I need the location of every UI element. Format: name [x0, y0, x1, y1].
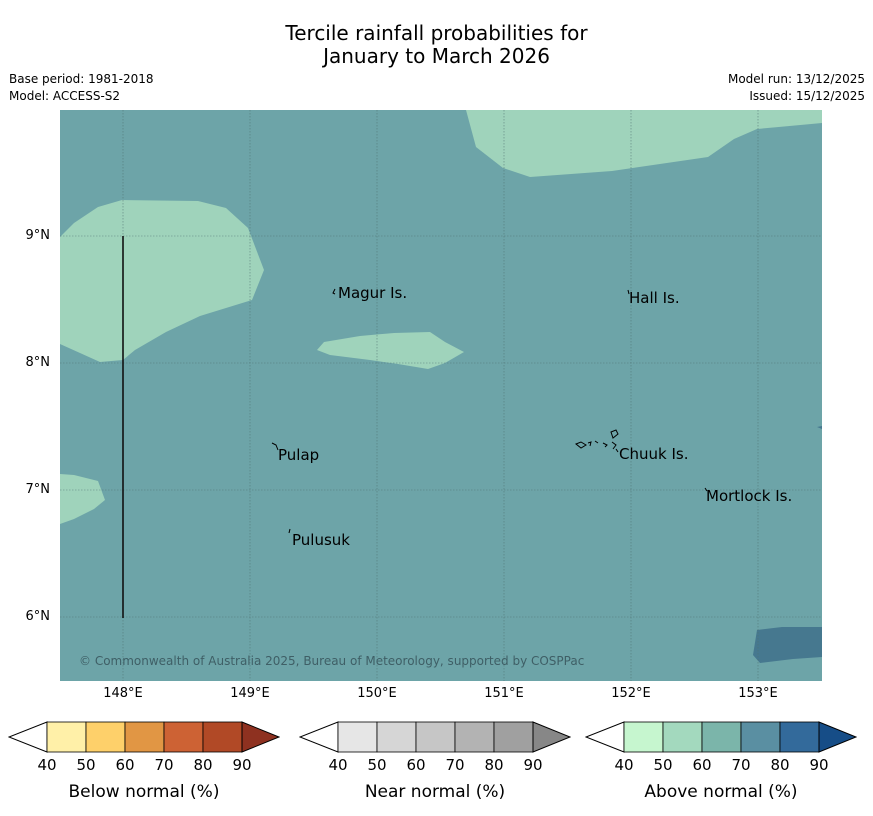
colorbar-below — [8, 721, 280, 753]
above-tick-90: 90 — [809, 756, 829, 774]
below-swatch-40-50 — [46, 721, 87, 753]
near-swatch-70-80 — [454, 721, 495, 753]
pulap-island-shape — [271, 442, 279, 451]
below-normal-title: Below normal (%) — [68, 782, 220, 802]
above-swatch-70-80 — [740, 721, 781, 753]
place-label-magur: Magur Is. — [338, 284, 407, 302]
near-normal-title: Near normal (%) — [364, 782, 506, 802]
place-label-pulap: Pulap — [278, 446, 319, 464]
near-tick-40: 40 — [328, 756, 348, 774]
lon-label-152e: 152°E — [611, 686, 651, 701]
above-60-70-region — [60, 110, 822, 681]
above-swatch-40-50 — [623, 721, 664, 753]
above-tick-60: 60 — [692, 756, 712, 774]
below-extend-high — [241, 721, 280, 753]
base-period: Base period: 1981-2018 — [9, 72, 154, 86]
lon-label-151e: 151°E — [484, 686, 524, 701]
title-line-1: Tercile rainfall probabilities for — [285, 21, 588, 45]
place-label-chuuk: Chuuk Is. — [619, 445, 688, 463]
near-tick-50: 50 — [367, 756, 387, 774]
above-swatch-50-60 — [662, 721, 703, 753]
place-label-hall: Hall Is. — [629, 289, 680, 307]
colorbar-above — [585, 721, 857, 753]
lat-label-8n: 8°N — [25, 355, 51, 370]
below-tick-50: 50 — [76, 756, 96, 774]
below-swatch-50-60 — [85, 721, 126, 753]
above-extend-high — [818, 721, 857, 753]
model-run: Model run: 13/12/2025 — [727, 72, 865, 86]
near-tick-60: 60 — [406, 756, 426, 774]
below-tick-80: 80 — [193, 756, 213, 774]
below-swatch-80-90 — [202, 721, 243, 753]
above-normal-title: Above normal (%) — [644, 782, 798, 802]
above-50-60-region-west — [60, 200, 264, 362]
place-label-pulusuk: Pulusuk — [292, 531, 350, 549]
hall-island-shape — [627, 289, 630, 295]
below-tick-70: 70 — [154, 756, 174, 774]
above-extend-low — [585, 721, 625, 753]
lat-label-9n: 9°N — [25, 228, 51, 243]
lat-label-7n: 7°N — [25, 482, 51, 497]
above-tick-40: 40 — [614, 756, 634, 774]
near-tick-70: 70 — [445, 756, 465, 774]
above-swatch-80-90 — [779, 721, 820, 753]
above-70-80-region — [753, 627, 822, 663]
lon-label-149e: 149°E — [230, 686, 270, 701]
pulusuk-island-shape — [288, 528, 291, 534]
chuuk-island-shapes — [575, 429, 619, 453]
above-50-60-region-north — [466, 110, 822, 177]
above-tick-50: 50 — [653, 756, 673, 774]
meta-right: Model run: 13/12/2025 Issued: 15/12/2025 — [728, 71, 865, 105]
lon-label-150e: 150°E — [357, 686, 397, 701]
near-tick-90: 90 — [523, 756, 543, 774]
mortlock-island-shape — [704, 487, 708, 492]
chart-title: Tercile rainfall probabilities for Janua… — [0, 22, 873, 68]
below-swatch-70-80 — [163, 721, 204, 753]
above-50-60-region-center — [317, 332, 464, 369]
near-swatch-40-50 — [337, 721, 378, 753]
near-swatch-60-70 — [415, 721, 456, 753]
above-tick-80: 80 — [770, 756, 790, 774]
below-tick-40: 40 — [37, 756, 57, 774]
near-swatch-50-60 — [376, 721, 417, 753]
below-swatch-60-70 — [124, 721, 165, 753]
below-tick-90: 90 — [232, 756, 252, 774]
above-tick-70: 70 — [731, 756, 751, 774]
copyright-notice: © Commonwealth of Australia 2025, Bureau… — [79, 654, 584, 668]
near-swatch-80-90 — [493, 721, 534, 753]
below-tick-60: 60 — [115, 756, 135, 774]
colorbar-near — [299, 721, 571, 753]
below-extend-low — [8, 721, 48, 753]
place-label-mortlock: Mortlock Is. — [706, 487, 792, 505]
rainfall-map: Magur Is. Hall Is. Pulap Chuuk Is. Mortl… — [60, 110, 822, 681]
issued-date: Issued: 15/12/2025 — [749, 89, 865, 103]
island-outlines — [271, 288, 708, 534]
above-70-80-sliver — [817, 426, 822, 429]
meta-left: Base period: 1981-2018 Model: ACCESS-S2 — [9, 71, 154, 105]
magur-island-shape — [332, 288, 336, 295]
model-name: Model: ACCESS-S2 — [9, 89, 121, 103]
lon-label-148e: 148°E — [103, 686, 143, 701]
near-extend-low — [299, 721, 339, 753]
near-extend-high — [532, 721, 571, 753]
near-tick-80: 80 — [484, 756, 504, 774]
above-50-60-region-sw — [60, 474, 105, 524]
title-line-2: January to March 2026 — [323, 44, 550, 68]
above-swatch-60-70 — [701, 721, 742, 753]
lat-label-6n: 6°N — [25, 609, 51, 624]
lon-label-153e: 153°E — [738, 686, 778, 701]
